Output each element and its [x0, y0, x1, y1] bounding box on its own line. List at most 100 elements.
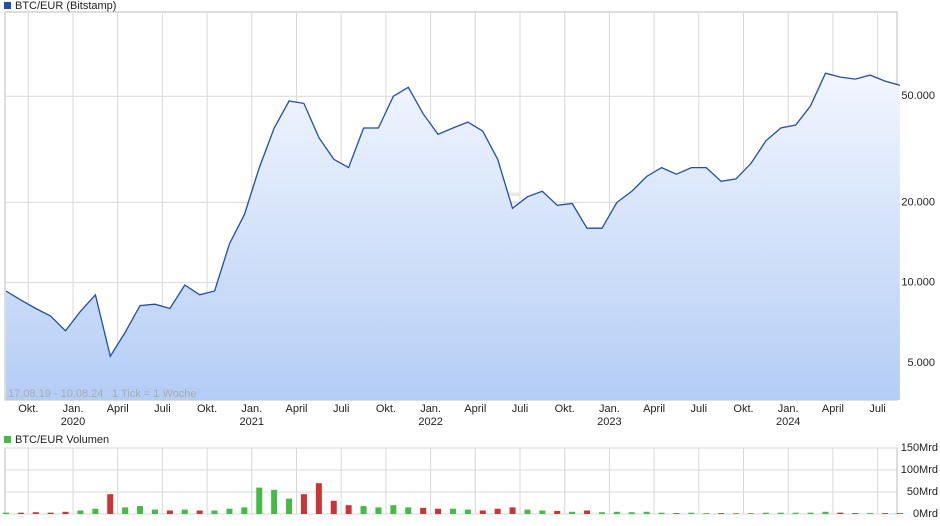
x-tick-label: April: [285, 403, 307, 415]
y-tick-label: 10.000: [901, 277, 935, 289]
y-tick-label: 50.000: [901, 90, 935, 102]
x-tick-year: 2021: [240, 416, 264, 428]
volume-bar: [762, 512, 769, 514]
x-tick-label: Jan.: [599, 403, 620, 415]
legend-swatch: [4, 2, 11, 9]
volume-bar: [807, 512, 814, 514]
volume-bar: [703, 513, 710, 514]
volume-bar: [837, 512, 844, 514]
volume-bar: [166, 510, 173, 514]
volume-bar: [449, 508, 456, 514]
x-tick-label: Juli: [512, 403, 529, 415]
x-tick-label: Jan.: [241, 403, 262, 415]
y-tick-label: 100Mrd: [901, 464, 938, 476]
volume-bar: [613, 511, 620, 514]
volume-bar: [882, 513, 889, 514]
x-tick-year: 2022: [418, 416, 442, 428]
x-tick-label: April: [822, 403, 844, 415]
x-tick-label: Okt.: [555, 403, 575, 415]
volume-bar: [584, 510, 591, 514]
volume-bar: [569, 511, 576, 514]
volume-bar: [405, 507, 412, 514]
volume-bar: [47, 512, 54, 514]
volume-bar: [2, 512, 9, 514]
y-tick-label: 5.000: [907, 357, 935, 369]
volume-bar: [479, 510, 486, 514]
volume-bar: [420, 507, 427, 514]
volume-bar: [345, 505, 352, 514]
x-tick-year: 2023: [597, 416, 621, 428]
legend-label: BTC/EUR (Bitstamp): [15, 0, 116, 12]
volume-bar: [494, 508, 501, 514]
tick-note: 1 Tick = 1 Woche: [112, 388, 196, 400]
volume-bar: [643, 511, 650, 514]
x-tick-label: Juli: [333, 403, 350, 415]
area: [6, 73, 900, 400]
volume-bar: [747, 513, 754, 514]
y-tick-label: 20.000: [901, 196, 935, 208]
x-tick-label: Juli: [691, 403, 708, 415]
volume-bar: [241, 507, 248, 514]
volume-bar: [718, 513, 725, 514]
volume-bar: [539, 510, 546, 514]
volume-bar: [896, 513, 903, 514]
volume-bar: [658, 512, 665, 514]
legend-swatch: [4, 436, 11, 443]
volume-bar: [271, 489, 278, 514]
x-tick-label: April: [643, 403, 665, 415]
y-tick-label: 150Mrd: [901, 442, 938, 454]
volume-bar: [360, 506, 367, 514]
volume-bar: [211, 510, 218, 514]
volume-bar: [867, 513, 874, 514]
x-tick-year: 2024: [776, 416, 800, 428]
volume-bar: [107, 494, 114, 514]
x-tick-label: Okt.: [733, 403, 753, 415]
x-tick-label: April: [464, 403, 486, 415]
volume-bar: [77, 510, 84, 514]
volume-bar: [733, 513, 740, 514]
volume-bar: [330, 500, 337, 514]
volume-bar: [32, 512, 39, 514]
volume-bar: [181, 509, 188, 514]
volume-bar: [792, 512, 799, 514]
x-tick-label: April: [107, 403, 129, 415]
x-tick-label: Jan.: [63, 403, 84, 415]
x-tick-label: Jan.: [778, 403, 799, 415]
y-tick-label: 0Mrd: [913, 508, 938, 520]
volume-bar: [509, 507, 516, 514]
x-tick-year: 2020: [61, 416, 85, 428]
volume-bar: [524, 509, 531, 514]
volume-bar: [435, 508, 442, 514]
volume-bar: [17, 512, 24, 514]
volume-bar: [688, 512, 695, 514]
volume-plot-frame: [4, 447, 898, 515]
y-tick-label: 50Mrd: [907, 486, 938, 498]
volume-bar: [852, 513, 859, 514]
x-tick-label: Okt.: [18, 403, 38, 415]
volume-bar: [137, 506, 144, 514]
volume-bar: [122, 507, 129, 514]
x-tick-label: Jan.: [420, 403, 441, 415]
x-tick-label: Okt.: [376, 403, 396, 415]
volume-bar: [151, 509, 158, 514]
volume-bar: [390, 505, 397, 514]
volume-bar: [315, 483, 322, 514]
legend-label: BTC/EUR Volumen: [15, 434, 109, 446]
date-range: 17.08.19 - 10.08.24: [8, 388, 103, 400]
volume-bar: [554, 510, 561, 514]
volume-bar: [822, 511, 829, 514]
volume-bar: [375, 507, 382, 514]
x-tick-label: Juli: [869, 403, 886, 415]
x-tick-label: Okt.: [197, 403, 217, 415]
volume-bar: [300, 494, 307, 514]
volume-bar: [226, 508, 233, 514]
volume-bar: [92, 508, 99, 514]
volume-bar: [598, 512, 605, 514]
volume-bar: [673, 513, 680, 514]
volume-bar: [777, 512, 784, 514]
x-tick-label: Juli: [154, 403, 171, 415]
volume-bar: [196, 510, 203, 514]
volume-bar: [62, 511, 69, 514]
volume-bar: [628, 512, 635, 514]
